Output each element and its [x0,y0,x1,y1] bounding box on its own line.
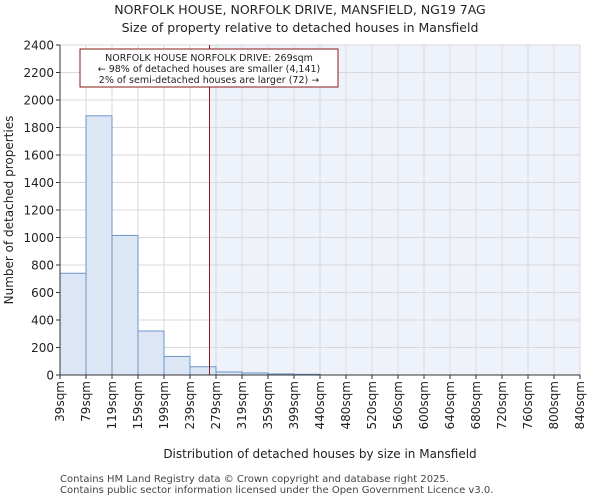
y-tick-label: 800 [31,259,54,273]
x-tick-label: 800sqm [547,381,561,429]
y-tick-label: 2200 [23,66,54,80]
x-tick-label: 119sqm [105,381,119,429]
x-tick-label: 359sqm [261,381,275,429]
histogram-bar [111,234,139,376]
annotation-line: NORFOLK HOUSE NORFOLK DRIVE: 269sqm [105,53,313,64]
annotation-line: 2% of semi-detached houses are larger (7… [99,75,319,86]
y-tick-label: 1600 [23,149,54,163]
chart-subtitle: Size of property relative to detached ho… [121,20,479,35]
histogram-bar [163,355,191,376]
y-tick-label: 600 [31,286,54,300]
annotation-box: NORFOLK HOUSE NORFOLK DRIVE: 269sqm ← 98… [79,48,339,88]
x-tick-label: 480sqm [339,381,353,429]
x-tick-label: 680sqm [469,381,483,429]
x-axis-label: Distribution of detached houses by size … [163,447,476,461]
x-tick-label: 39sqm [53,381,67,422]
histogram-chart: 0 200 400 600 800 1000 1200 1400 1600 1800 2000 220… [2,39,587,462]
y-tick-label: 1800 [23,121,54,135]
chart-title: NORFOLK HOUSE, NORFOLK DRIVE, MANSFIELD,… [114,2,486,17]
y-tick-label: 400 [31,314,54,328]
histogram-bar [85,115,113,376]
y-tick-label: 2000 [23,94,54,108]
x-tick-label: 79sqm [79,381,93,422]
x-tick-label: 520sqm [365,381,379,429]
y-tick-label: 1400 [23,176,54,190]
y-tick-label: 0 [46,369,54,383]
histogram-bar [137,330,165,376]
x-tick-label: 399sqm [287,381,301,429]
x-tick-label: 199sqm [157,381,171,429]
x-tick-label: 720sqm [495,381,509,429]
x-tick-label: 840sqm [573,381,587,429]
histogram-bar [189,366,217,376]
footer-copyright: Contains HM Land Registry data © Crown c… [60,474,449,485]
y-tick-label: 1200 [23,204,54,218]
x-tick-label: 279sqm [209,381,223,429]
x-tick-label: 159sqm [131,381,145,429]
y-tick-label: 1000 [23,231,54,245]
x-tick-label: 600sqm [417,381,431,429]
footer-licence: Contains public sector information licen… [60,485,494,496]
x-tick-label: 239sqm [183,381,197,429]
x-tick-label: 319sqm [235,381,249,429]
x-tick-label: 760sqm [521,381,535,429]
histogram-bar [59,272,87,376]
y-tick-label: 200 [31,341,54,355]
x-tick-label: 640sqm [443,381,457,429]
y-axis-label: Number of detached properties [2,116,16,305]
y-tick-label: 2400 [23,39,54,53]
x-tick-label: 560sqm [391,381,405,429]
x-tick-label: 440sqm [313,381,327,429]
annotation-line: ← 98% of detached houses are smaller (4,… [98,64,321,75]
